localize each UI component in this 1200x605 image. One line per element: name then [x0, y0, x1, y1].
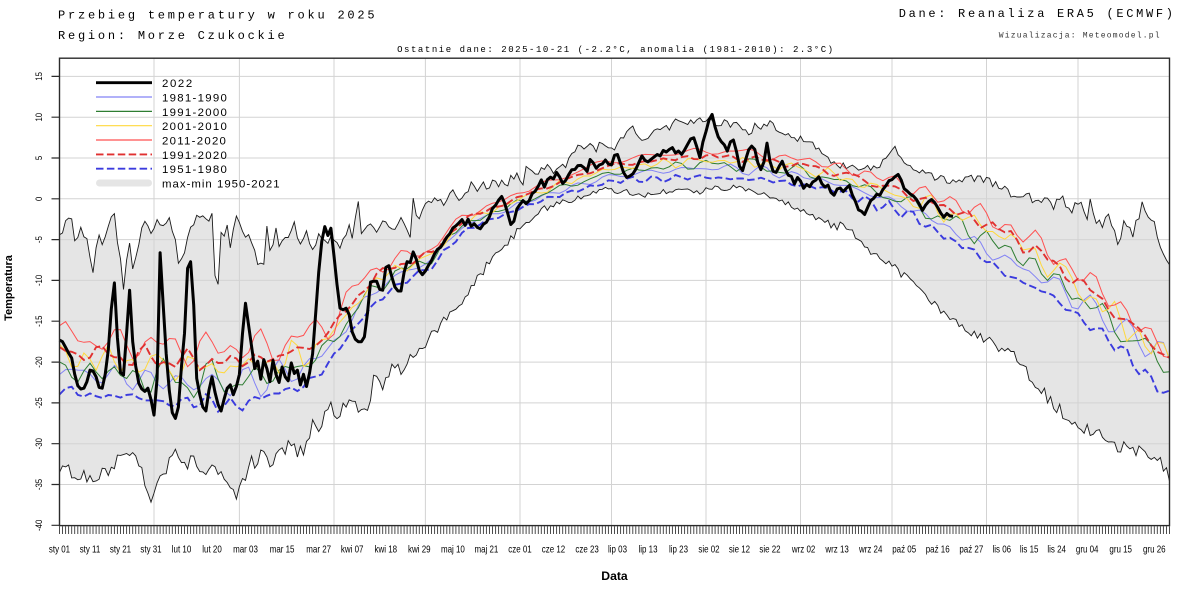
svg-text:kwi 29: kwi 29	[408, 545, 431, 556]
svg-text:-35: -35	[34, 479, 44, 490]
svg-text:paź 05: paź 05	[892, 545, 916, 556]
svg-text:5: 5	[34, 156, 44, 160]
svg-text:sie 02: sie 02	[698, 545, 719, 556]
svg-text:lut 10: lut 10	[172, 545, 192, 556]
svg-text:lis 06: lis 06	[993, 545, 1012, 556]
svg-text:kwi 07: kwi 07	[341, 545, 364, 556]
svg-text:Region: Morze Czukockie: Region: Morze Czukockie	[58, 29, 285, 43]
svg-text:1981-1990: 1981-1990	[162, 92, 227, 104]
svg-text:lip 23: lip 23	[669, 545, 688, 556]
svg-text:-15: -15	[34, 316, 44, 327]
svg-text:cze 01: cze 01	[508, 545, 532, 556]
svg-text:wrz 24: wrz 24	[858, 545, 882, 556]
svg-text:lut 20: lut 20	[202, 545, 222, 556]
svg-text:15: 15	[34, 72, 44, 81]
svg-text:0: 0	[34, 197, 44, 201]
svg-text:sty 31: sty 31	[140, 545, 161, 556]
svg-text:mar 27: mar 27	[306, 545, 331, 556]
svg-text:kwi 18: kwi 18	[375, 545, 398, 556]
svg-text:-30: -30	[34, 438, 44, 449]
svg-text:mar 15: mar 15	[270, 545, 295, 556]
svg-text:sie 22: sie 22	[759, 545, 780, 556]
svg-text:mar 03: mar 03	[233, 545, 258, 556]
svg-text:gru 15: gru 15	[1109, 545, 1132, 556]
svg-text:paź 16: paź 16	[926, 545, 950, 556]
svg-text:paź 27: paź 27	[959, 545, 983, 556]
svg-text:wrz 02: wrz 02	[791, 545, 815, 556]
svg-text:-40: -40	[34, 520, 44, 531]
svg-text:lis 24: lis 24	[1047, 545, 1066, 556]
svg-text:max-min 1950-2021: max-min 1950-2021	[162, 178, 280, 190]
svg-text:-25: -25	[34, 397, 44, 408]
svg-text:2001-2010: 2001-2010	[162, 121, 227, 133]
svg-text:-20: -20	[34, 356, 44, 367]
svg-text:wrz 13: wrz 13	[825, 545, 849, 556]
svg-text:lis 15: lis 15	[1020, 545, 1039, 556]
svg-text:Ostatnie dane: 2025-10-21 (-2.: Ostatnie dane: 2025-10-21 (-2.2°C, anoma…	[397, 45, 833, 55]
svg-text:gru 04: gru 04	[1076, 545, 1099, 556]
svg-text:cze 12: cze 12	[542, 545, 566, 556]
svg-text:1991-2000: 1991-2000	[162, 107, 227, 119]
svg-text:Data: Data	[601, 569, 628, 583]
svg-text:gru 26: gru 26	[1143, 545, 1166, 556]
svg-text:10: 10	[34, 113, 44, 122]
svg-text:-10: -10	[34, 275, 44, 286]
svg-text:-5: -5	[34, 236, 44, 243]
svg-text:cze 23: cze 23	[575, 545, 599, 556]
svg-text:Temperatura: Temperatura	[3, 254, 15, 321]
svg-text:lip 13: lip 13	[639, 545, 658, 556]
svg-text:Wizualizacja: Meteomodel.pl: Wizualizacja: Meteomodel.pl	[999, 32, 1160, 41]
svg-text:2011-2020: 2011-2020	[162, 135, 226, 147]
svg-text:lip 03: lip 03	[608, 545, 627, 556]
svg-text:1991-2020: 1991-2020	[162, 150, 227, 162]
svg-text:2022: 2022	[162, 78, 192, 90]
svg-text:sty 21: sty 21	[110, 545, 131, 556]
svg-text:sie 12: sie 12	[729, 545, 750, 556]
svg-text:maj 21: maj 21	[474, 545, 498, 556]
svg-text:sty 01: sty 01	[49, 545, 70, 556]
svg-text:1951-1980: 1951-1980	[162, 164, 227, 176]
svg-text:maj 10: maj 10	[441, 545, 465, 556]
svg-text:sty 11: sty 11	[80, 545, 101, 556]
